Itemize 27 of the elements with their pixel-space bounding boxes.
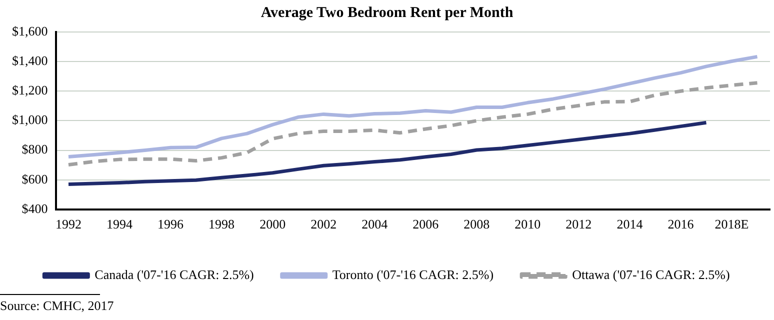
- y-tick-label: $800: [22, 142, 48, 157]
- legend-label: Toronto ('07-'16 CAGR: 2.5%): [332, 266, 494, 282]
- x-tick-label: 2018E: [714, 216, 749, 232]
- x-tick-label: 2012: [566, 216, 592, 232]
- y-tick-label: $1,400: [12, 52, 48, 68]
- source-note: Source: CMHC, 2017: [0, 298, 114, 314]
- y-tick-label: $600: [22, 171, 48, 186]
- x-tick-label: 2010: [514, 216, 541, 232]
- y-tick-label: $1,600: [12, 23, 48, 38]
- chart-title: Average Two Bedroom Rent per Month: [260, 4, 514, 21]
- x-tick-label: 2016: [668, 216, 694, 232]
- y-tick-label: $400: [22, 200, 48, 216]
- x-tick-label: 1998: [208, 216, 235, 232]
- legend-label: Ottawa ('07-'16 CAGR: 2.5%): [572, 266, 730, 282]
- x-tick-label: 2004: [362, 216, 388, 232]
- x-tick-label: 2000: [260, 216, 286, 232]
- legend-label: Canada ('07-'16 CAGR: 2.5%): [94, 266, 254, 282]
- x-tick-label: 2002: [310, 216, 337, 232]
- x-tick-label: 2008: [464, 216, 490, 232]
- x-tick-label: 1996: [158, 216, 184, 232]
- x-tick-label: 1992: [56, 216, 82, 232]
- x-tick-label: 1994: [106, 216, 134, 232]
- line-series: [66, 81, 759, 167]
- x-tick-label: 2006: [412, 216, 440, 232]
- y-tick-label: $1,200: [12, 82, 48, 98]
- y-tick-label: $1,000: [12, 112, 48, 128]
- x-tick-label: 2014: [616, 216, 644, 232]
